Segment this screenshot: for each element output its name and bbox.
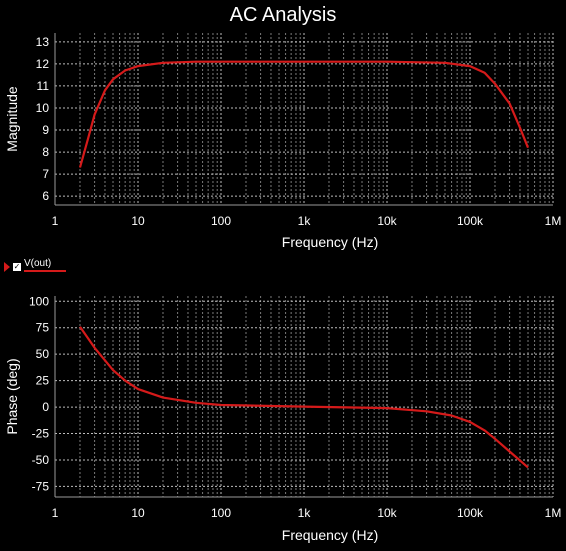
phase-y-tick-label: 50 (36, 347, 50, 361)
phase-y-tick-label: 75 (36, 321, 50, 335)
magnitude-plot: 1 10 100 1k 10k 100k 1M 6 7 8 9 10 11 12 13 Frequency (… (4, 33, 561, 250)
magnitude-x-tick-label: 1 (52, 214, 59, 228)
phase-x-tick-label: 10k (377, 506, 397, 520)
phase-y-tick-label: -50 (32, 453, 50, 467)
phase-y-tick-label: -75 (32, 479, 50, 493)
magnitude-y-tick-label: 10 (36, 101, 50, 115)
magnitude-y-tick-label: 7 (42, 167, 49, 181)
magnitude-y-tick-label: 8 (42, 145, 49, 159)
magnitude-y-tick-label: 6 (42, 189, 49, 203)
magnitude-y-tick-label: 9 (42, 123, 49, 137)
phase-y-axis-label: Phase (deg) (4, 358, 20, 434)
phase-y-tick-label: 25 (36, 374, 50, 388)
magnitude-x-tick-label: 1M (545, 214, 562, 228)
phase-x-tick-label: 100k (457, 506, 484, 520)
phase-x-tick-label: 1 (52, 506, 59, 520)
magnitude-y-tick-label: 13 (36, 35, 50, 49)
phase-y-tick-label: -25 (32, 427, 50, 441)
magnitude-x-tick-label: 10 (131, 214, 145, 228)
phase-x-tick-label: 1M (545, 506, 562, 520)
magnitude-x-tick-label: 100 (211, 214, 231, 228)
legend-checkbox[interactable]: ✓ (12, 262, 22, 272)
phase-series-line (79, 326, 529, 469)
magnitude-x-tick-label: 1k (298, 214, 312, 228)
phase-plot: 1 10 100 1k 10k 100k 1M 100 75 50 25 0 -25 -50 -75 Freq… (4, 294, 561, 543)
phase-x-tick-label: 10 (131, 506, 145, 520)
phase-x-axis-label: Frequency (Hz) (282, 527, 378, 543)
phase-x-tick-label: 100 (211, 506, 231, 520)
magnitude-x-tick-label: 100k (457, 214, 484, 228)
phase-y-tick-label: 0 (42, 400, 49, 414)
legend[interactable]: ✓ V(out) (4, 258, 74, 274)
phase-y-tick-label: 100 (29, 294, 49, 308)
phase-x-tick-label: 1k (298, 506, 312, 520)
legend-label: V(out) (24, 258, 52, 269)
magnitude-series-line (78, 60, 530, 168)
legend-marker (4, 262, 10, 272)
magnitude-y-axis-label: Magnitude (4, 86, 20, 152)
legend-line-swatch (24, 270, 66, 272)
magnitude-y-tick-label: 11 (37, 79, 50, 93)
magnitude-y-tick-label: 12 (36, 57, 50, 71)
chart-title: AC Analysis (229, 4, 337, 26)
magnitude-x-axis-label: Frequency (Hz) (282, 234, 378, 250)
magnitude-x-tick-label: 10k (377, 214, 397, 228)
